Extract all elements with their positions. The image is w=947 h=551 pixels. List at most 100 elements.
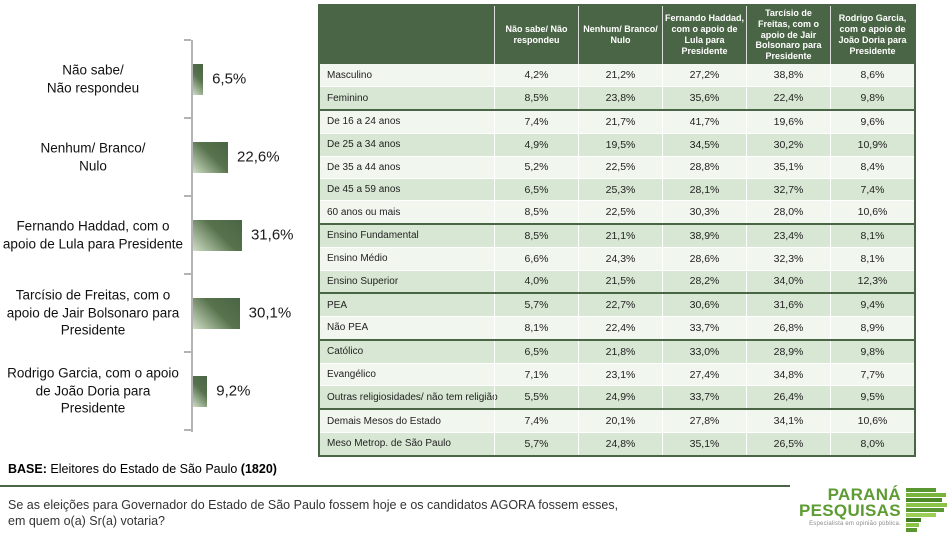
chart-category-label: Rodrigo Garcia, com o apoio de João Doria… <box>7 365 179 416</box>
table-cell: 7,7% <box>830 364 914 386</box>
table-cell: 34,0% <box>746 270 830 292</box>
row-label: Demais Mesos do Estado <box>327 415 441 427</box>
table-row: De 45 a 59 anos 6,5% 25,3% 28,1% 32,7% 7,4% <box>320 177 914 201</box>
row-label: De 25 a 34 anos <box>327 139 401 151</box>
table-cell: 28,6% <box>662 248 746 270</box>
table-row: Demais Mesos do Estado 7,4% 20,1% 27,8% 34,1… <box>320 409 914 433</box>
row-label: Ensino Superior <box>327 275 399 287</box>
bar-chart: Não sabe/Não respondeu 6,5% Nenhum/ Branco… <box>0 0 318 460</box>
table-cell: 4,9% <box>494 134 578 156</box>
table-cell: 22,5% <box>578 201 662 223</box>
table-cell: 9,8% <box>830 340 914 364</box>
logo-text: PARANÁ PESQUISAS Especialista em opinião… <box>799 486 901 528</box>
table-body: Masculino 4,2% 21,2% 27,2% 38,8% 8,6% Feminino… <box>320 63 914 455</box>
bar <box>193 375 208 407</box>
table-row: Meso Metrop. de São Paulo 5,7% 24,8% 35,1% 2… <box>320 432 914 455</box>
table-column-header: Tarcísio de Freitas, com o apoio de Jair… <box>746 6 830 64</box>
table-row: Feminino 8,5% 23,8% 35,6% 22,4% 9,8% <box>320 86 914 109</box>
table-cell: 22,4% <box>746 87 830 109</box>
table-column-header: Rodrigo Garcia, com o apoio de João Dori… <box>830 6 914 64</box>
table-cell: 27,8% <box>662 409 746 433</box>
table-row: 60 anos ou mais 8,5% 22,5% 30,3% 28,0% 10,6% <box>320 200 914 223</box>
row-label: Católico <box>327 346 364 358</box>
table-row: Não PEA 8,1% 22,4% 33,7% 26,8% 8,9% <box>320 316 914 339</box>
bar-value-label: 31,6% <box>250 226 294 244</box>
logo-title-line2: PESQUISAS <box>799 501 901 521</box>
footer-divider <box>0 485 790 487</box>
table-cell: 10,9% <box>830 134 914 156</box>
chart-axis-tick <box>184 273 191 275</box>
crosstab-table: Não sabe/ Não respondeu Nenhum/ Branco/ N… <box>318 4 916 457</box>
table-cell: 30,2% <box>746 134 830 156</box>
table-row: De 25 a 34 anos 4,9% 19,5% 34,5% 30,2% 10,9% <box>320 133 914 156</box>
bar <box>193 63 204 95</box>
table-cell: 23,8% <box>578 87 662 109</box>
chart-category-label: Não sabe/Não respondeu <box>46 62 140 95</box>
chart-axis-tick <box>184 351 191 353</box>
table-cell: 34,8% <box>746 364 830 386</box>
bar-value-label: 30,1% <box>248 304 292 322</box>
table-cell: 5,7% <box>494 433 578 455</box>
table-cell: 24,9% <box>578 386 662 408</box>
table-cell: 19,6% <box>746 110 830 134</box>
row-label: Meso Metrop. de São Paulo <box>327 438 451 450</box>
table-cell: 8,1% <box>830 248 914 270</box>
table-row: Ensino Superior 4,0% 21,5% 28,2% 34,0% 12,3% <box>320 269 914 292</box>
bar-value-label: 6,5% <box>212 70 247 88</box>
bar-value-label: 9,2% <box>216 382 251 400</box>
table-cell: 28,9% <box>746 340 830 364</box>
table-cell: 25,3% <box>578 178 662 201</box>
table-cell: 28,0% <box>746 201 830 223</box>
table-group-escolaridade: Ensino Fundamental 8,5% 21,1% 38,9% 23,4% 8,1… <box>320 222 914 292</box>
row-label: De 45 a 59 anos <box>327 184 401 196</box>
table-cell: 7,4% <box>494 110 578 134</box>
table-cell: 5,2% <box>494 156 578 178</box>
table-cell: 34,5% <box>662 134 746 156</box>
table-row: De 35 a 44 anos 5,2% 22,5% 28,8% 35,1% 8,4% <box>320 155 914 178</box>
row-label: Não PEA <box>327 322 369 334</box>
table-cell: 7,4% <box>494 409 578 433</box>
table-cell: 7,4% <box>830 178 914 201</box>
table-cell: 24,3% <box>578 248 662 270</box>
base-count: (1820) <box>240 462 277 476</box>
logo-tagline: Especialista em opinião pública. <box>809 521 901 528</box>
table-row: Masculino 4,2% 21,2% 27,2% 38,8% 8,6% <box>320 63 914 87</box>
table-cell: 8,5% <box>494 224 578 248</box>
base-text: Eleitores do Estado de São Paulo <box>46 462 241 476</box>
row-label: Evangélico <box>327 369 376 381</box>
chart-axis-tick <box>184 39 191 41</box>
table-cell: 31,6% <box>746 293 830 317</box>
table-header-corner-cell <box>320 6 494 64</box>
logo-p-mark-icon <box>905 488 947 532</box>
table-cell: 27,4% <box>662 364 746 386</box>
row-label: De 16 a 24 anos <box>327 116 401 128</box>
table-cell: 26,8% <box>746 317 830 339</box>
table-cell: 4,0% <box>494 270 578 292</box>
table-cell: 21,7% <box>578 110 662 134</box>
table-column-header: Fernando Haddad, com o apoio de Lula par… <box>662 6 746 64</box>
table-cell: 26,5% <box>746 433 830 455</box>
bar <box>193 219 242 251</box>
survey-question-line2: em quem o(a) Sr(a) votaria? <box>8 514 166 529</box>
table-column-header: Não sabe/ Não respondeu <box>494 6 578 64</box>
table-cell: 19,5% <box>578 134 662 156</box>
table-cell: 24,8% <box>578 433 662 455</box>
row-label: Outras religiosidades/ não tem religião <box>327 391 498 403</box>
table-cell: 8,5% <box>494 87 578 109</box>
table-cell: 35,1% <box>662 433 746 455</box>
table-cell: 9,5% <box>830 386 914 408</box>
table-cell: 30,6% <box>662 293 746 317</box>
table-cell: 28,2% <box>662 270 746 292</box>
table-cell: 22,4% <box>578 317 662 339</box>
chart-axis-tick <box>184 429 191 431</box>
table-cell: 30,3% <box>662 201 746 223</box>
table-cell: 22,7% <box>578 293 662 317</box>
chart-category-label: Tarcísio de Freitas, com o apoio de Jair … <box>6 287 180 338</box>
row-label: De 35 a 44 anos <box>327 161 401 173</box>
chart-axis-tick <box>184 195 191 197</box>
table-cell: 5,7% <box>494 293 578 317</box>
row-label: Masculino <box>327 69 373 81</box>
table-cell: 8,4% <box>830 156 914 178</box>
chart-axis-line <box>191 40 193 432</box>
base-note: BASE: Eleitores do Estado de São Paulo (… <box>8 462 277 476</box>
